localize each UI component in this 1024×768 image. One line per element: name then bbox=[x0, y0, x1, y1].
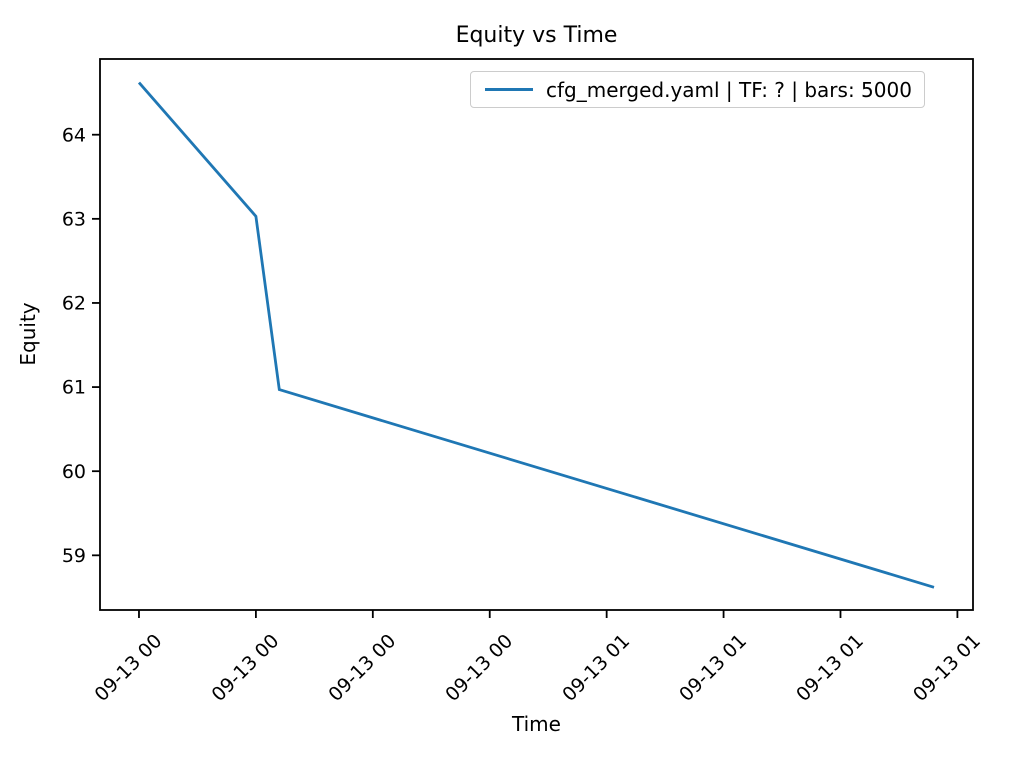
legend-label: cfg_merged.yaml | TF: ? | bars: 5000 bbox=[546, 77, 912, 102]
legend: cfg_merged.yaml | TF: ? | bars: 5000 bbox=[470, 71, 925, 108]
y-tick-label: 62 bbox=[62, 293, 86, 315]
x-tick-label: 09-13 00 bbox=[441, 630, 517, 706]
x-tick-label: 09-13 00 bbox=[207, 630, 283, 706]
equity-line bbox=[137, 81, 935, 589]
x-axis-label: Time bbox=[512, 712, 561, 736]
y-tick-label: 63 bbox=[62, 208, 86, 230]
legend-line-swatch bbox=[485, 88, 533, 91]
chart-title: Equity vs Time bbox=[455, 23, 618, 48]
y-tick-label: 59 bbox=[62, 545, 86, 567]
y-tick-label: 61 bbox=[62, 377, 86, 399]
y-axis-label: Equity bbox=[16, 302, 40, 366]
y-tick-label: 64 bbox=[62, 124, 86, 146]
x-tick-label: 09-13 01 bbox=[792, 630, 868, 706]
x-tick-label: 09-13 00 bbox=[91, 630, 167, 706]
x-tick-label: 09-13 01 bbox=[558, 630, 634, 706]
plot-frame bbox=[99, 58, 974, 611]
x-tick-label: 09-13 01 bbox=[909, 630, 985, 706]
x-tick-label: 09-13 01 bbox=[675, 630, 751, 706]
y-tick-label: 60 bbox=[62, 461, 86, 483]
x-tick-label: 09-13 00 bbox=[324, 630, 400, 706]
